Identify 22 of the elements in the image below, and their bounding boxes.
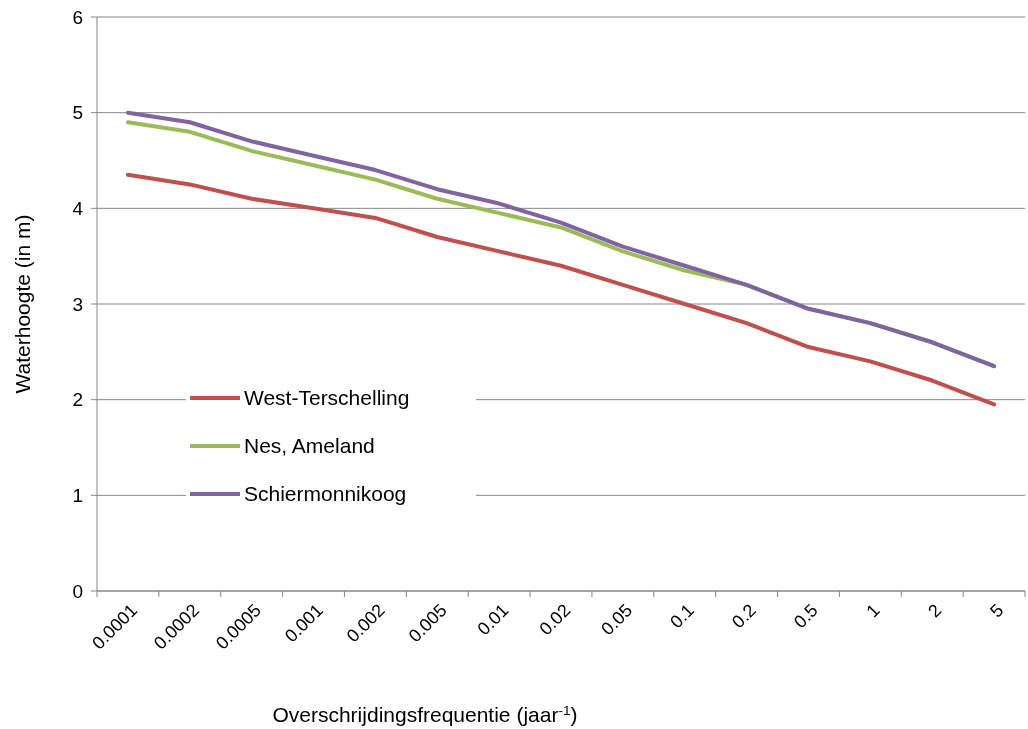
x-tick-label: 0.5: [789, 600, 822, 632]
x-tick-label: 2: [924, 600, 946, 622]
x-tick-label: 5: [986, 600, 1008, 622]
x-tick-label: 0.1: [666, 600, 699, 632]
y-tick-label: 4: [72, 197, 84, 219]
y-axis-title: Waterhoogte (in m): [11, 214, 34, 394]
line-series: [125, 172, 997, 407]
y-tick-label: 3: [72, 293, 83, 315]
y-tick-label: 5: [72, 102, 83, 124]
x-tick-label: 0.05: [597, 600, 637, 640]
x-axis-title: Overschrijdingsfrequentie (jaar$^{-1}$): [272, 702, 578, 726]
x-tick-label: 1: [862, 600, 884, 622]
legend-label: West-Terschelling: [244, 386, 410, 410]
y-tick-label: 6: [72, 6, 83, 28]
legend-label: Schiermonnikoog: [244, 482, 407, 506]
y-tick-label: 0: [72, 580, 83, 602]
x-tick-label: 0.02: [535, 600, 575, 640]
y-tick-label: 1: [72, 484, 83, 506]
x-tick-label: 0.01: [473, 600, 513, 640]
legend-label: Nes, Ameland: [244, 434, 375, 458]
y-tick-label: 2: [72, 389, 83, 411]
x-tick-label: 0.2: [728, 600, 760, 632]
